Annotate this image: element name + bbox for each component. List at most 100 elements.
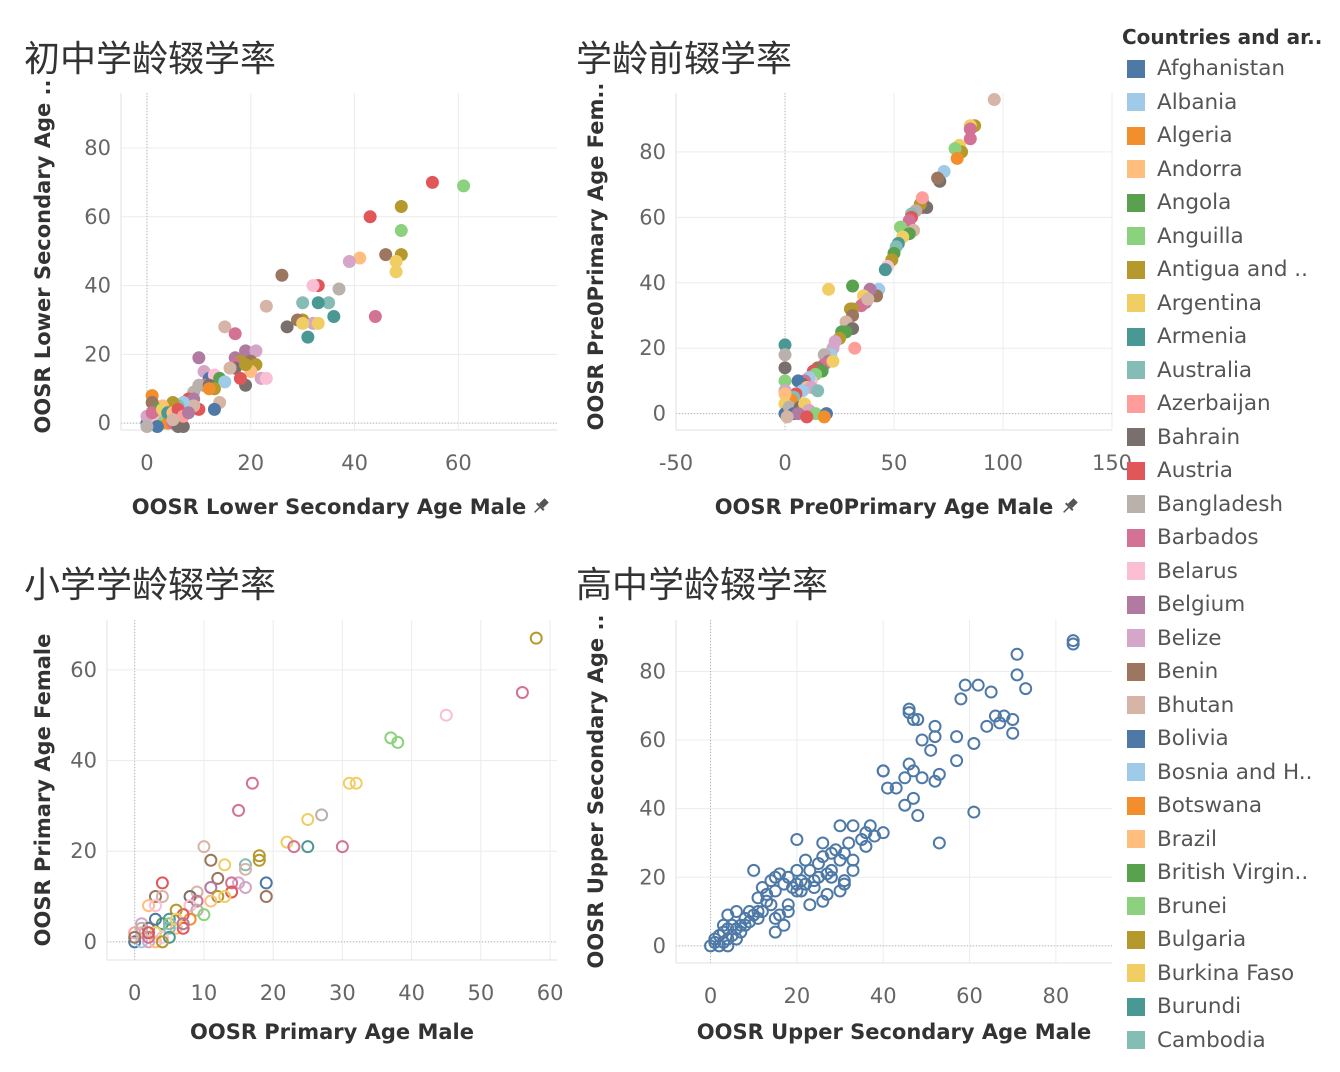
data-point[interactable]	[197, 908, 211, 922]
data-point[interactable]	[773, 908, 787, 922]
data-point[interactable]	[876, 764, 890, 778]
data-point[interactable]	[155, 935, 169, 949]
data-point[interactable]	[301, 840, 315, 854]
data-point[interactable]	[1019, 682, 1033, 696]
data-point[interactable]	[1010, 668, 1024, 682]
data-point[interactable]	[233, 371, 247, 385]
data-point[interactable]	[846, 819, 860, 833]
data-point[interactable]	[204, 894, 218, 908]
data-point[interactable]	[311, 316, 325, 330]
data-point[interactable]	[155, 890, 169, 904]
data-point[interactable]	[301, 330, 315, 344]
legend-item[interactable]: British Virgin..	[1122, 856, 1336, 890]
data-point[interactable]	[335, 840, 349, 854]
legend-item[interactable]: Armenia	[1122, 320, 1336, 354]
legend-item[interactable]: Antigua and ..	[1122, 253, 1336, 287]
data-point[interactable]	[342, 776, 356, 790]
data-point[interactable]	[721, 939, 735, 953]
data-point[interactable]	[764, 898, 778, 912]
data-point[interactable]	[363, 210, 377, 224]
data-point[interactable]	[457, 179, 471, 193]
data-point[interactable]	[906, 764, 920, 778]
data-point[interactable]	[708, 932, 722, 946]
data-point[interactable]	[954, 692, 968, 706]
data-point[interactable]	[1006, 712, 1020, 726]
data-point[interactable]	[817, 410, 831, 424]
data-point[interactable]	[259, 890, 273, 904]
data-point[interactable]	[768, 925, 782, 939]
data-point[interactable]	[928, 774, 942, 788]
data-point[interactable]	[218, 375, 232, 389]
data-point[interactable]	[238, 880, 252, 894]
data-point[interactable]	[218, 320, 232, 334]
data-point[interactable]	[306, 279, 320, 293]
data-point[interactable]	[280, 320, 294, 334]
data-point[interactable]	[924, 743, 938, 757]
data-point[interactable]	[716, 918, 730, 932]
data-point[interactable]	[238, 858, 252, 872]
data-point[interactable]	[207, 402, 221, 416]
data-point[interactable]	[931, 171, 945, 185]
data-point[interactable]	[811, 384, 825, 398]
data-point[interactable]	[906, 791, 920, 805]
data-point[interactable]	[439, 708, 453, 722]
data-point[interactable]	[301, 812, 315, 826]
data-point[interactable]	[389, 255, 403, 268]
data-point[interactable]	[898, 771, 912, 785]
data-point[interactable]	[876, 826, 890, 840]
data-point[interactable]	[734, 925, 748, 939]
data-point[interactable]	[142, 935, 156, 949]
data-point[interactable]	[751, 905, 765, 919]
legend-item[interactable]: Andorra	[1122, 153, 1336, 187]
legend-item[interactable]: Burundi	[1122, 990, 1336, 1024]
data-point[interactable]	[322, 296, 336, 310]
legend-item[interactable]: Argentina	[1122, 287, 1336, 321]
data-point[interactable]	[800, 410, 814, 424]
data-point[interactable]	[204, 853, 218, 867]
data-point[interactable]	[826, 354, 840, 368]
data-point[interactable]	[245, 776, 259, 790]
data-point[interactable]	[296, 296, 310, 310]
data-point[interactable]	[155, 876, 169, 890]
data-point[interactable]	[984, 685, 998, 699]
data-point[interactable]	[742, 905, 756, 919]
data-point[interactable]	[315, 808, 329, 822]
data-point[interactable]	[327, 310, 341, 324]
legend-item[interactable]: Botswana	[1122, 789, 1336, 823]
data-point[interactable]	[252, 853, 266, 867]
data-point[interactable]	[747, 863, 761, 877]
data-point[interactable]	[239, 344, 253, 358]
pin-icon[interactable]	[531, 497, 550, 516]
legend-item[interactable]: Bangladesh	[1122, 488, 1336, 522]
data-point[interactable]	[911, 712, 925, 726]
data-point[interactable]	[846, 853, 860, 867]
data-point[interactable]	[232, 803, 246, 817]
data-point[interactable]	[794, 884, 808, 898]
data-point[interactable]	[204, 880, 218, 894]
legend-item[interactable]: Austria	[1122, 454, 1336, 488]
data-point[interactable]	[799, 853, 813, 867]
data-point[interactable]	[950, 754, 964, 768]
data-point[interactable]	[790, 833, 804, 847]
data-point[interactable]	[252, 849, 266, 863]
legend-item[interactable]: Algeria	[1122, 119, 1336, 153]
data-point[interactable]	[848, 341, 862, 355]
legend-item[interactable]: Anguilla	[1122, 220, 1336, 254]
data-point[interactable]	[218, 858, 232, 872]
data-point[interactable]	[287, 840, 301, 854]
data-point[interactable]	[202, 382, 216, 396]
data-point[interactable]	[833, 819, 847, 833]
data-point[interactable]	[915, 771, 929, 785]
data-point[interactable]	[778, 338, 792, 352]
data-point[interactable]	[971, 678, 985, 692]
data-point[interactable]	[197, 840, 211, 854]
data-point[interactable]	[394, 199, 408, 213]
data-point[interactable]	[275, 268, 289, 282]
data-point[interactable]	[228, 327, 242, 341]
data-point[interactable]	[391, 735, 405, 749]
data-point[interactable]	[239, 358, 253, 372]
data-point[interactable]	[225, 876, 239, 890]
data-point[interactable]	[1006, 726, 1020, 740]
data-point[interactable]	[515, 686, 529, 700]
data-point[interactable]	[342, 255, 356, 268]
